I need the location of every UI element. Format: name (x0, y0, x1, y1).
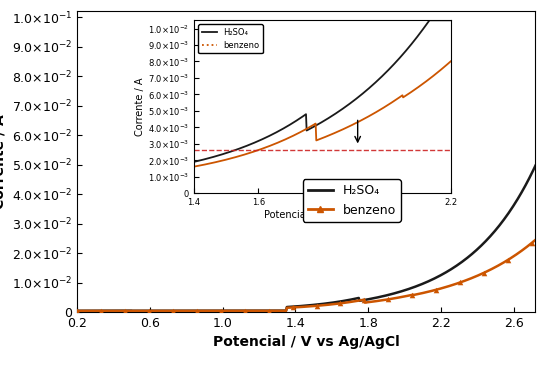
Point (432, 287, 440, 293)
Point (193, 308, 201, 314)
Point (97, 308, 105, 314)
Point (455, 279, 464, 285)
X-axis label: Potencial / V vs Ag/AgCl: Potencial / V vs Ag/AgCl (213, 335, 400, 350)
Point (168, 308, 177, 314)
Point (288, 305, 297, 311)
Point (480, 270, 489, 276)
Point (312, 303, 321, 309)
Point (503, 257, 512, 263)
Point (527, 240, 536, 246)
Point (360, 297, 369, 303)
Legend: H₂SO₄, benzeno: H₂SO₄, benzeno (302, 179, 401, 221)
Y-axis label: Corrente / A: Corrente / A (0, 114, 7, 209)
Point (408, 292, 417, 298)
Point (384, 296, 392, 302)
Point (264, 308, 273, 314)
Point (240, 308, 249, 314)
Point (216, 308, 225, 314)
Point (73, 308, 82, 314)
Point (145, 308, 153, 314)
Point (336, 300, 345, 306)
Point (121, 308, 130, 314)
